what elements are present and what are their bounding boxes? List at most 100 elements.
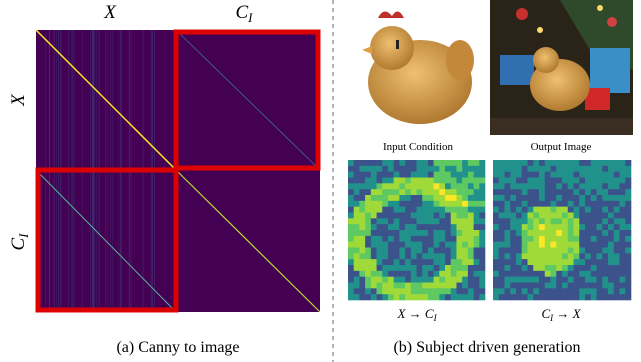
heat-cell (562, 236, 568, 242)
heat-cell (445, 277, 451, 283)
heat-cell (585, 253, 591, 259)
heat-cell (434, 259, 440, 265)
heat-cell (597, 207, 603, 213)
heat-cell (528, 224, 534, 230)
heat-cell (579, 265, 585, 271)
heat-cell (399, 230, 405, 236)
heat-cell (428, 271, 434, 277)
heat-cell (499, 160, 505, 166)
heat-cell (365, 224, 371, 230)
heat-cell (620, 224, 626, 230)
heat-cell (462, 277, 468, 283)
heat-cell (462, 224, 468, 230)
heat-cell (451, 288, 457, 294)
heat-cell (551, 218, 557, 224)
heat-cell (505, 183, 511, 189)
heat-cell (428, 294, 434, 300)
heat-cell (411, 189, 417, 195)
heat-cell (568, 172, 574, 178)
heat-cell (620, 236, 626, 242)
heat-cell (439, 189, 445, 195)
heat-cell (479, 218, 485, 224)
heat-cell (585, 172, 591, 178)
heat-cell (359, 195, 365, 201)
heat-cell (533, 242, 539, 248)
heat-cell (516, 172, 522, 178)
heat-cell (620, 248, 626, 254)
heat-cell (551, 294, 557, 300)
heat-cell (556, 271, 562, 277)
heat-cell (505, 236, 511, 242)
heat-cell (493, 236, 499, 242)
heat-cell (428, 166, 434, 172)
heat-cell (348, 259, 354, 265)
heat-cell (516, 236, 522, 242)
heat-cell (614, 277, 620, 283)
heat-cell (417, 253, 423, 259)
heat-cell (562, 218, 568, 224)
heat-cell (411, 201, 417, 207)
heat-cell (394, 201, 400, 207)
heat-cell (474, 195, 480, 201)
heat-cell (516, 207, 522, 213)
label-tail: → X (553, 306, 582, 321)
heat-cell (411, 213, 417, 219)
heat-cell (399, 195, 405, 201)
input-image (345, 0, 487, 135)
heat-cell (439, 166, 445, 172)
heat-cell (365, 294, 371, 300)
heat-cell (468, 183, 474, 189)
heat-cell (574, 259, 580, 265)
heat-cell (388, 201, 394, 207)
heat-cell (348, 160, 354, 166)
heat-cell (359, 271, 365, 277)
heat-cell (574, 271, 580, 277)
heat-cell (608, 242, 614, 248)
heat-cell (574, 178, 580, 184)
heat-cell (614, 160, 620, 166)
heat-cell (614, 265, 620, 271)
heat-cell (516, 294, 522, 300)
heat-cell (562, 265, 568, 271)
heat-cell (493, 189, 499, 195)
heat-cell (417, 172, 423, 178)
heat-cell (451, 253, 457, 259)
heat-cell (568, 218, 574, 224)
heat-cell (574, 294, 580, 300)
heat-cell (468, 271, 474, 277)
heat-cell (479, 288, 485, 294)
heat-cell (522, 178, 528, 184)
heat-cell (434, 277, 440, 283)
heat-cell (388, 207, 394, 213)
heat-cell (614, 213, 620, 219)
heat-cell (562, 248, 568, 254)
heat-cell (422, 242, 428, 248)
heat-cell (620, 271, 626, 277)
heat-cell (545, 195, 551, 201)
heat-cell (562, 224, 568, 230)
heat-cell (377, 265, 383, 271)
heat-cell (411, 277, 417, 283)
heat-cell (510, 166, 516, 172)
heat-cell (597, 224, 603, 230)
heat-cell (371, 178, 377, 184)
heat-cell (499, 288, 505, 294)
heat-cell (462, 172, 468, 178)
heat-cell (411, 259, 417, 265)
heat-cell (468, 242, 474, 248)
heat-cell (371, 183, 377, 189)
heat-cell (434, 236, 440, 242)
heat-cell (574, 183, 580, 189)
map-label: X → CI (396, 306, 437, 323)
heat-cell (348, 207, 354, 213)
heat-cell (551, 183, 557, 189)
heat-cell (528, 160, 534, 166)
heat-cell (405, 248, 411, 254)
heat-cell (522, 189, 528, 195)
heat-cell (591, 259, 597, 265)
heat-cell (545, 236, 551, 242)
heat-cell (597, 160, 603, 166)
heat-cell (591, 277, 597, 283)
heat-cell (359, 160, 365, 166)
heat-cell (493, 160, 499, 166)
